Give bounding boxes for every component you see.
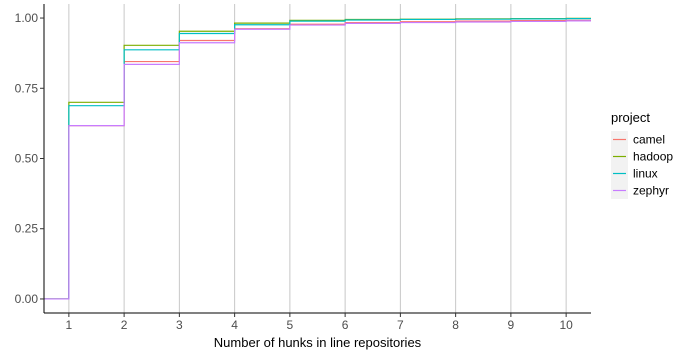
x-tick-label: 1 — [66, 318, 73, 332]
x-tick-label: 9 — [508, 318, 515, 332]
x-tick-label: 5 — [287, 318, 294, 332]
series-line-camel — [44, 19, 591, 300]
y-tick-label: 1.00 — [15, 11, 39, 25]
legend-label-camel: camel — [633, 133, 665, 147]
x-tick-label: 2 — [121, 318, 128, 332]
x-tick-label: 7 — [397, 318, 404, 332]
x-tick-label: 6 — [342, 318, 349, 332]
y-tick-label: 0.25 — [15, 222, 39, 236]
legend: project camel hadoop linux zephyr — [611, 110, 673, 199]
x-tick-label: 10 — [559, 318, 573, 332]
x-tick-label: 3 — [176, 318, 183, 332]
y-tick-label: 0.00 — [15, 292, 39, 306]
x-tick-label: 8 — [452, 318, 459, 332]
legend-label-hadoop: hadoop — [633, 150, 673, 164]
legend-label-linux: linux — [633, 167, 658, 181]
y-tick-label: 0.75 — [15, 81, 39, 95]
legend-label-zephyr: zephyr — [633, 184, 669, 198]
y-tick-label: 0.50 — [15, 152, 39, 166]
series-line-linux — [44, 18, 591, 300]
axes: 0.00 0.25 0.50 0.75 1.00 1 2 3 4 5 6 7 8 9 10 — [15, 4, 591, 332]
legend-title: project — [611, 110, 650, 125]
series-line-hadoop — [44, 17, 591, 300]
series-lines — [44, 17, 591, 300]
series-line-zephyr — [44, 20, 591, 300]
x-tick-label: 4 — [231, 318, 238, 332]
x-axis-title: Number of hunks in line repositories — [214, 335, 422, 350]
